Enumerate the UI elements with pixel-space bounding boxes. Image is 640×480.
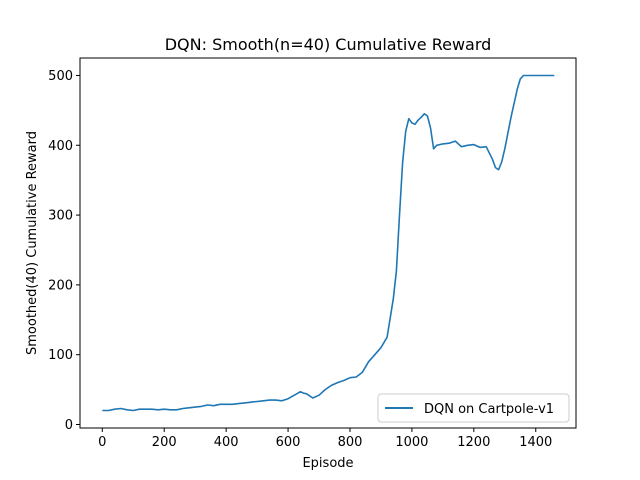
plot-area [79,57,577,429]
x-tick-label: 1000 [395,435,428,450]
x-tick-label: 800 [338,435,363,450]
y-tick-label: 300 [48,209,73,224]
x-axis-label: Episode [302,456,353,471]
x-tick-label: 0 [98,435,106,450]
x-axis-ticks: 0 200 400 600 800 1000 1200 1400 [98,428,552,450]
x-tick-label: 200 [152,435,177,450]
x-tick-label: 1400 [519,435,552,450]
y-tick-label: 400 [48,139,73,154]
x-tick-label: 600 [276,435,301,450]
series-line [102,74,555,412]
y-tick-label: 100 [48,348,73,363]
x-tick-label: 1200 [457,435,490,450]
y-tick-label: 0 [65,418,73,433]
y-tick-label: 500 [48,69,73,84]
y-axis-ticks: 0 100 200 300 400 500 [48,69,80,433]
chart-title: DQN: Smooth(n=40) Cumulative Reward [165,35,492,54]
legend: DQN on Cartpole-v1 [377,393,570,423]
y-axis-label: Smoothed(40) Cumulative Reward [25,131,40,355]
legend-label: DQN on Cartpole-v1 [424,402,554,417]
plot-frame [79,57,577,429]
series-layer [102,74,555,412]
y-tick-label: 200 [48,278,73,293]
legend-box [377,393,570,423]
x-tick-label: 400 [214,435,239,450]
